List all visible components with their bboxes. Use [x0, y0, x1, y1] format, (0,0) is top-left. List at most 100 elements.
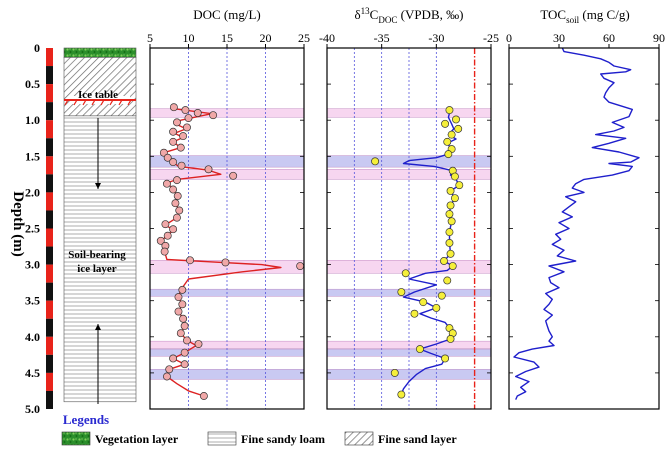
- d13c-frame: [326, 47, 492, 410]
- ruler-segment: [46, 372, 53, 391]
- doc-data-point: [221, 258, 230, 267]
- toc-panel: 0 30 60 90: [506, 31, 665, 410]
- doc-data-point: [229, 171, 238, 180]
- toc-series-line: [513, 47, 640, 400]
- toc-panel-title: TOCsoil (mg C/g): [540, 7, 629, 25]
- d13c-data-point: [441, 354, 450, 363]
- toc-tick-label: 0: [506, 31, 512, 45]
- ruler-segment: [46, 192, 53, 211]
- d13c-data-point: [443, 137, 452, 146]
- d13c-title-sub: DOC: [378, 15, 397, 25]
- toc-title-rest: (mg C/g): [579, 7, 630, 22]
- up-arrow-head: [95, 324, 101, 330]
- d13c-data-point: [450, 172, 459, 181]
- d13c-tick-label: -30: [428, 31, 444, 45]
- doc-data-point: [169, 137, 178, 146]
- ruler-segment: [46, 84, 53, 103]
- ruler-segment: [46, 66, 53, 85]
- d13c-data-point: [390, 368, 399, 377]
- doc-data-point: [172, 118, 181, 127]
- d13c-data-point: [448, 262, 457, 270]
- doc-data-point: [160, 247, 169, 256]
- strat-layer-vegetation: [63, 47, 137, 58]
- doc-data-point: [176, 329, 185, 338]
- doc-data-point: [163, 231, 172, 240]
- d13c-data-point: [445, 238, 454, 247]
- doc-data-point: [169, 225, 178, 234]
- d13c-data-point: [450, 194, 459, 203]
- legends-title: Legends: [63, 412, 109, 427]
- d13c-data-point: [446, 187, 455, 195]
- soil-bearing-label-line1: Soil-bearing: [68, 249, 126, 261]
- ice-table-hatch: [73, 99, 78, 106]
- ice-table-label: Ice table: [78, 89, 118, 101]
- depth-tick-label: 2.5: [25, 222, 40, 236]
- d13c-title-sup: 13: [361, 6, 371, 16]
- depth-tick-label: 5.0: [25, 402, 40, 416]
- ruler-segment: [46, 120, 53, 139]
- strat-layer-diagonal: [63, 57, 137, 117]
- toc-tick-label: 90: [653, 31, 665, 45]
- doc-frame: [149, 47, 305, 410]
- d13c-data-point: [441, 119, 450, 128]
- legend-label-vegetation: Vegetation layer: [95, 432, 179, 446]
- d13c-data-point: [415, 345, 424, 354]
- doc-panel: 5 10 15 20 25: [147, 31, 310, 410]
- ruler-segment: [46, 354, 53, 373]
- ruler-segment: [46, 318, 53, 337]
- ruler-segment: [46, 264, 53, 283]
- ice-table-hatch: [64, 99, 69, 106]
- down-arrow-head: [95, 183, 101, 189]
- doc-data-point: [179, 132, 188, 141]
- ruler-segment: [46, 138, 53, 157]
- ruler-segment: [46, 246, 53, 265]
- doc-data-point: [172, 176, 181, 185]
- d13c-data-point: [397, 288, 406, 296]
- ice-table-hatch: [127, 99, 132, 106]
- d13c-data-point: [397, 390, 406, 399]
- doc-tick-label: 5: [147, 31, 153, 45]
- toc-frame: [508, 47, 660, 410]
- doc-data-point: [177, 161, 186, 170]
- doc-tick-label: 15: [221, 31, 233, 45]
- ruler-segment: [46, 156, 53, 175]
- d13c-panel: -40 -35 -30 -25: [319, 31, 499, 410]
- d13c-data-point: [444, 150, 453, 159]
- d13c-panel-title: δ13CDOC (VPDB, ‰): [355, 6, 464, 25]
- d13c-data-point: [432, 303, 441, 312]
- d13c-data-point: [447, 217, 456, 226]
- depth-ruler: [46, 48, 53, 409]
- doc-data-point: [184, 114, 193, 122]
- d13c-data-point: [446, 249, 455, 258]
- doc-data-point: [169, 158, 178, 167]
- d13c-title-rest: (VPDB, ‰): [397, 7, 463, 22]
- soil-bearing-label-line2: ice layer: [77, 263, 117, 275]
- doc-data-point: [156, 236, 165, 245]
- ice-table-hatch: [82, 99, 87, 106]
- doc-panel-title: DOC (mg/L): [193, 7, 261, 22]
- ice-table-hatch: [100, 99, 105, 106]
- doc-data-point: [175, 206, 184, 215]
- ruler-segment: [46, 300, 53, 319]
- doc-data-point: [169, 185, 178, 194]
- doc-tick-label: 25: [298, 31, 310, 45]
- legend-label-fine-sandy-loam: Fine sandy loam: [241, 432, 325, 446]
- d13c-data-point: [452, 115, 460, 124]
- d13c-data-point: [371, 157, 380, 166]
- d13c-data-point: [440, 257, 448, 265]
- d13c-data-point: [419, 298, 428, 307]
- depth-tick-label: 3.5: [25, 294, 40, 308]
- d13c-data-point: [445, 106, 454, 115]
- d13c-data-point: [410, 309, 419, 318]
- legend: Vegetation layer Fine sandy loam Fine sa…: [61, 431, 457, 446]
- doc-data-point: [180, 360, 189, 369]
- d13c-data-point: [445, 210, 454, 219]
- d13c-data-point: [446, 335, 455, 343]
- doc-data-point: [161, 220, 170, 229]
- doc-data-point: [296, 262, 305, 270]
- d13c-data-point: [446, 201, 455, 210]
- d13c-tick-label: -35: [374, 31, 390, 45]
- doc-tick-label: 20: [260, 31, 272, 45]
- ruler-segment: [46, 282, 53, 301]
- doc-data-point: [172, 213, 181, 222]
